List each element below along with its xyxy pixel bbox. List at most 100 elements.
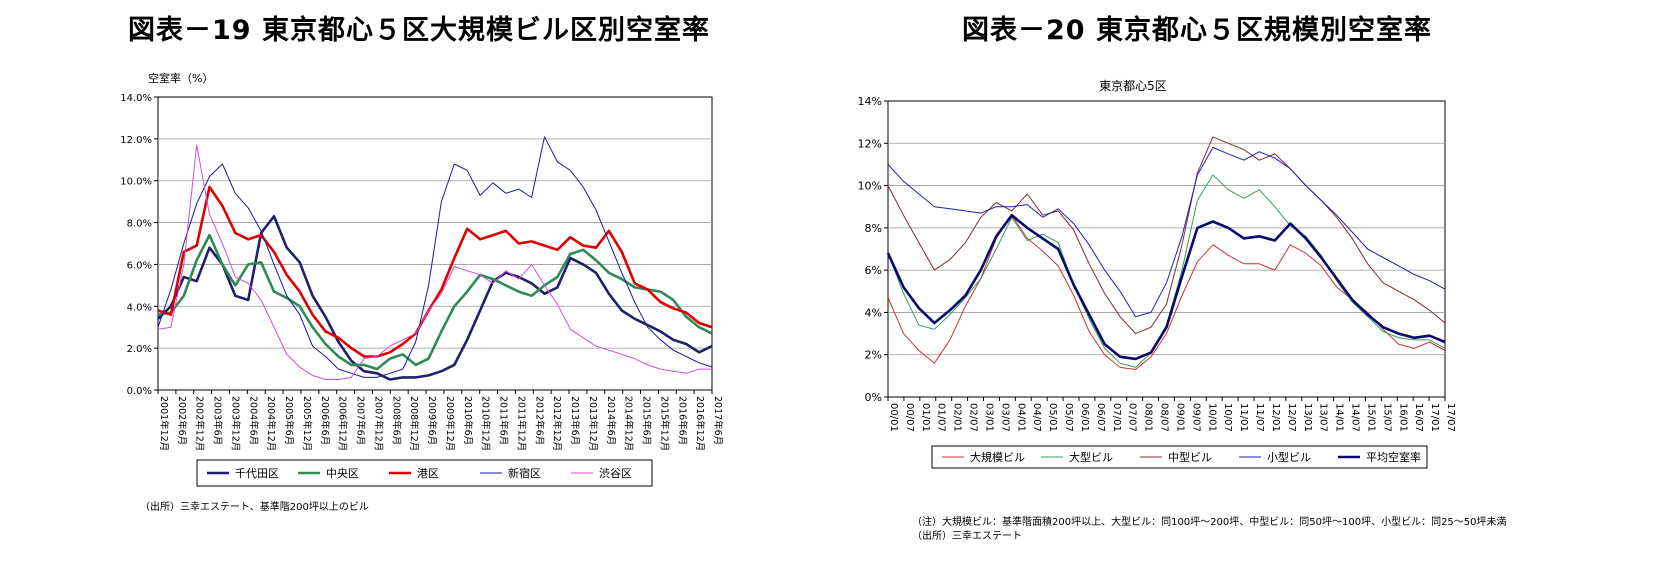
series-line-小型ビル	[887, 147, 1446, 318]
y-tick-label: 14%	[858, 95, 882, 108]
x-tick-label: 2003年6月	[212, 396, 224, 445]
x-tick-label: 2012年6月	[533, 396, 545, 445]
x-tick-label: 10/07	[1222, 403, 1233, 432]
x-tick-label: 2012年12月	[551, 396, 563, 451]
x-tick-label: 03/07	[999, 403, 1010, 432]
series-line-港区	[157, 185, 713, 358]
x-tick-label: 09/07	[1190, 403, 1201, 432]
x-tick-label: 2013年6月	[569, 396, 581, 445]
y-tick-label: 0.0%	[127, 386, 152, 397]
chart-title: 東京都心5区	[1099, 79, 1167, 93]
x-tick-label: 15/07	[1381, 403, 1392, 432]
y-tick-label: 12.0%	[120, 135, 152, 146]
y-tick-label: 6.0%	[127, 260, 152, 271]
x-tick-label: 2002年6月	[176, 396, 188, 445]
x-tick-label: 11/01	[1238, 403, 1249, 432]
x-tick-label: 2008年12月	[408, 396, 420, 451]
legend-label: 新宿区	[508, 466, 541, 480]
x-tick-label: 06/01	[1079, 403, 1090, 432]
right-definition-note: （注）大規模ビル：基準階面積200坪以上、大型ビル：同100坪～200坪、中型ビ…	[912, 517, 1507, 528]
x-tick-label: 04/01	[1015, 403, 1026, 432]
x-tick-label: 15/01	[1365, 403, 1376, 432]
x-tick-label: 08/01	[1143, 403, 1154, 432]
x-tick-label: 09/01	[1174, 403, 1185, 432]
series-line-新宿区	[157, 136, 713, 378]
x-tick-label: 2014年12月	[623, 396, 635, 451]
x-tick-label: 2002年12月	[194, 396, 206, 451]
y-tick-label: 8.0%	[127, 219, 152, 230]
right-chart: 東京都心5区 0% 2% 4% 6% 8% 10% 12% 14% 00/01 00/07 01/01…	[858, 79, 1456, 469]
y-axis-label: 空室率（%）	[148, 71, 213, 85]
x-tick-label: 2013年12月	[587, 396, 599, 451]
x-tick-label: 2011年12月	[515, 396, 527, 451]
x-tick-label: 14/01	[1334, 403, 1345, 432]
x-tick-label: 12/07	[1286, 403, 1297, 432]
x-tick-label: 2006年6月	[319, 396, 331, 445]
x-tick-label: 08/07	[1159, 403, 1170, 432]
y-tick-label: 14.0%	[120, 93, 152, 104]
x-tick-label: 2015年6月	[641, 396, 653, 445]
x-tick-label: 14/07	[1350, 403, 1361, 432]
x-tick-label: 2006年12月	[337, 396, 349, 451]
x-tick-label: 03/01	[983, 403, 994, 432]
x-tick-label: 2010年12月	[480, 396, 492, 451]
y-tick-label: 2%	[865, 349, 882, 362]
x-tick-label: 2014年6月	[605, 396, 617, 445]
left-figure-title: 図表－19 東京都心５区大規模ビル区別空室率	[128, 15, 710, 46]
y-tick-label: 8%	[865, 222, 882, 235]
x-tick-label: 2017年6月	[712, 396, 724, 445]
x-tick-label: 2008年6月	[390, 396, 402, 445]
x-tick-label: 16/01	[1397, 403, 1408, 432]
x-tick-label: 17/07	[1445, 403, 1456, 432]
y-tick-label: 4.0%	[127, 302, 152, 313]
y-tick-label: 4%	[865, 306, 882, 319]
plot-area	[887, 100, 1446, 398]
left-source-note: （出所）三幸エステート、基準階200坪以上のビル	[140, 502, 369, 513]
x-tick-label: 01/01	[920, 403, 931, 432]
legend-label: 小型ビル	[1267, 450, 1311, 464]
x-tick-label: 2007年12月	[372, 396, 384, 451]
x-tick-label: 2015年12月	[658, 396, 670, 451]
x-tick-label: 2016年12月	[694, 396, 706, 451]
legend-label: 大規模ビル	[970, 450, 1025, 464]
x-tick-label: 11/07	[1254, 403, 1265, 432]
x-tick-label: 07/07	[1127, 403, 1138, 432]
legend-label: 千代田区	[235, 467, 279, 480]
series-line-中央区	[157, 233, 713, 371]
y-tick-label: 10.0%	[120, 177, 152, 188]
x-tick-label: 13/01	[1302, 403, 1313, 432]
x-tick-label: 2009年6月	[426, 396, 438, 445]
x-tick-label: 2010年6月	[462, 396, 474, 445]
x-tick-label: 10/01	[1206, 403, 1217, 432]
x-tick-label: 2009年12月	[444, 396, 456, 451]
x-tick-label: 02/01	[952, 403, 963, 432]
legend-label: 大型ビル	[1069, 450, 1113, 464]
x-tick-label: 2011年6月	[498, 396, 510, 445]
left-chart: 空室率（%） 0.0% 2.0% 4.0% 6.0% 8.0% 10.0% 12.0% 14.0…	[120, 71, 724, 487]
series-line-千代田区	[157, 215, 713, 381]
y-tick-label: 12%	[858, 137, 882, 150]
x-tick-label: 2005年12月	[301, 396, 313, 451]
x-tick-label: 2004年6月	[247, 396, 259, 445]
legend-label: 中型ビル	[1168, 450, 1212, 464]
x-tick-label: 13/07	[1318, 403, 1329, 432]
x-tick-label: 04/07	[1031, 403, 1042, 432]
legend-label: 平均空室率	[1366, 450, 1421, 464]
series-line-平均空室率	[886, 213, 1446, 361]
x-tick-label: 2003年12月	[229, 396, 241, 451]
x-tick-label: 2001年12月	[158, 396, 170, 451]
x-tick-label: 02/07	[968, 403, 979, 432]
y-tick-label: 10%	[858, 180, 882, 193]
right-figure-title: 図表－20 東京都心５区規模別空室率	[962, 15, 1432, 46]
legend-label: 中央区	[326, 467, 359, 480]
series-line-中型ビル	[887, 136, 1446, 335]
x-tick-label: 17/01	[1429, 403, 1440, 432]
x-tick-label: 05/01	[1047, 403, 1058, 432]
y-tick-label: 6%	[865, 264, 882, 277]
x-tick-label: 06/07	[1095, 403, 1106, 432]
y-tick-label: 0%	[865, 391, 882, 404]
x-tick-label: 07/01	[1111, 403, 1122, 432]
legend-label: 港区	[417, 467, 439, 480]
right-source-note: （出所）三幸エステート	[912, 531, 1022, 542]
y-tick-label: 2.0%	[127, 344, 152, 355]
